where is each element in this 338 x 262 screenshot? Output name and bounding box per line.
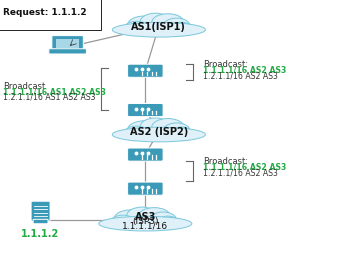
Ellipse shape (127, 207, 158, 224)
FancyBboxPatch shape (128, 103, 163, 117)
FancyBboxPatch shape (49, 49, 87, 54)
FancyBboxPatch shape (128, 148, 163, 161)
Ellipse shape (112, 22, 206, 37)
Text: 1.1.1.2: 1.1.1.2 (21, 230, 60, 239)
Ellipse shape (140, 118, 171, 135)
Ellipse shape (163, 18, 190, 34)
FancyBboxPatch shape (128, 182, 163, 195)
Text: 1.2.1.1/16 AS1 AS2 AS3: 1.2.1.1/16 AS1 AS2 AS3 (3, 92, 96, 101)
Ellipse shape (140, 13, 171, 30)
FancyBboxPatch shape (52, 36, 83, 51)
FancyBboxPatch shape (31, 201, 50, 221)
FancyBboxPatch shape (128, 64, 163, 77)
Ellipse shape (149, 212, 176, 228)
Ellipse shape (128, 121, 161, 138)
Ellipse shape (135, 21, 183, 35)
Ellipse shape (124, 126, 149, 140)
Ellipse shape (114, 210, 148, 227)
Text: 1.1.1.1/16 AS1 AS2 AS3: 1.1.1.1/16 AS1 AS2 AS3 (3, 87, 106, 96)
Ellipse shape (128, 16, 161, 34)
Text: AS2 (ISP2): AS2 (ISP2) (130, 127, 188, 137)
Ellipse shape (112, 127, 206, 142)
FancyBboxPatch shape (56, 39, 79, 48)
Ellipse shape (138, 208, 170, 225)
Ellipse shape (135, 126, 183, 140)
Text: 1.2.1.1/16 AS2 AS3: 1.2.1.1/16 AS2 AS3 (203, 168, 278, 177)
Text: (ISP3): (ISP3) (132, 217, 159, 226)
Ellipse shape (170, 22, 193, 36)
Text: 1.1.1.1/16: 1.1.1.1/16 (122, 221, 168, 230)
Ellipse shape (111, 215, 135, 229)
Ellipse shape (99, 216, 192, 231)
FancyBboxPatch shape (33, 219, 48, 224)
Text: 1.2.1.1/16 AS2 AS3: 1.2.1.1/16 AS2 AS3 (203, 71, 278, 80)
Text: Broadcast:: Broadcast: (203, 157, 248, 166)
Text: 1.1.1.1/16 AS2 AS3: 1.1.1.1/16 AS2 AS3 (203, 162, 286, 171)
Ellipse shape (156, 216, 179, 230)
Text: Broadcast:: Broadcast: (203, 60, 248, 69)
Text: 1.1.1.1/16 AS2 AS3: 1.1.1.1/16 AS2 AS3 (203, 66, 286, 74)
Ellipse shape (152, 118, 184, 135)
Text: AS3: AS3 (135, 212, 156, 222)
Ellipse shape (121, 215, 169, 229)
Ellipse shape (163, 123, 190, 139)
Text: Broadcast: Broadcast (3, 82, 46, 91)
Ellipse shape (152, 14, 184, 31)
Text: AS1(ISP1): AS1(ISP1) (131, 22, 186, 32)
Ellipse shape (170, 127, 193, 141)
Ellipse shape (124, 21, 149, 35)
Text: Request: 1.1.1.2: Request: 1.1.1.2 (3, 8, 87, 17)
